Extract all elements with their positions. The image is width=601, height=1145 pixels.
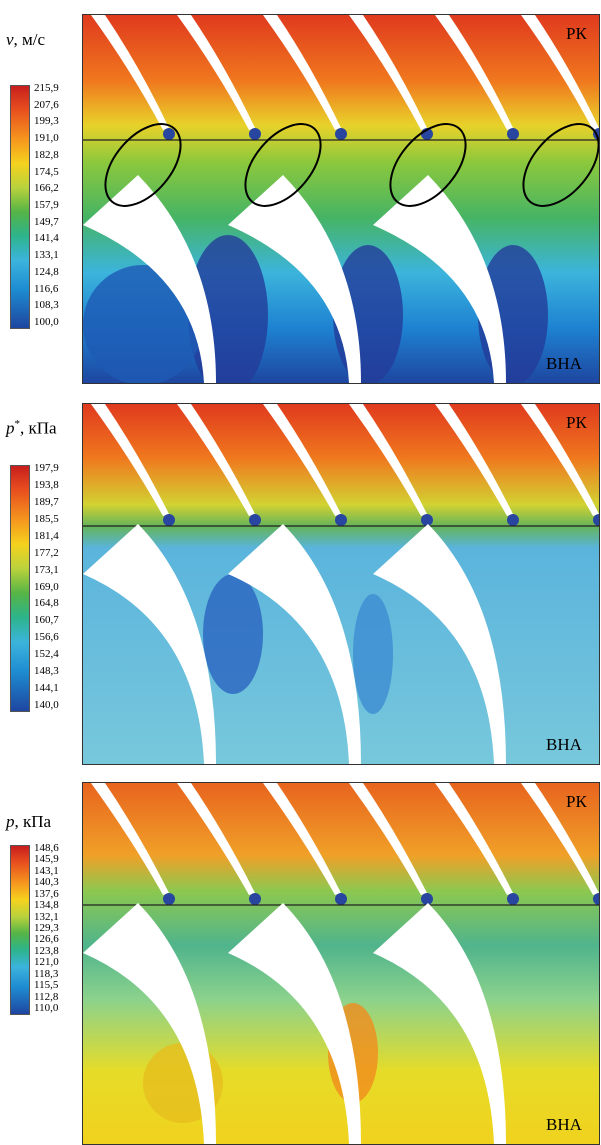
colorbar-label: 166,2: [34, 183, 59, 194]
colorbar-label: 148,3: [34, 666, 59, 677]
wake: [249, 128, 261, 140]
colorbar-label: 112,8: [34, 992, 58, 1003]
contour-field: [82, 403, 600, 765]
wake: [163, 893, 175, 905]
contour-field: [82, 782, 600, 1145]
wake: [249, 893, 261, 905]
colorbar-label: 160,7: [34, 615, 59, 626]
colorbar-label: 144,1: [34, 683, 59, 694]
colorbar-label: 152,4: [34, 649, 59, 660]
colorbar-label: 140,0: [34, 700, 59, 711]
colorbar-label: 143,1: [34, 866, 59, 877]
legend-symbol: v: [6, 30, 14, 49]
colorbar-label: 164,8: [34, 598, 59, 609]
region-label-bottom: ВНА: [546, 354, 582, 374]
wake: [421, 514, 433, 526]
colorbar-label: 156,6: [34, 632, 59, 643]
colorbar-label: 207,6: [34, 100, 59, 111]
colorbar-label: 126,6: [34, 934, 59, 945]
region-label-top: РК: [566, 792, 587, 812]
colorbar-label: 115,5: [34, 980, 58, 991]
wake: [249, 514, 261, 526]
legend-title: p*, кПа: [6, 418, 57, 439]
legend-unit: , кПа: [15, 812, 52, 831]
region-label-top: РК: [566, 413, 587, 433]
region-label-bottom: ВНА: [546, 1115, 582, 1135]
legend-symbol: p: [6, 812, 15, 831]
region-label-top: РК: [566, 24, 587, 44]
colorbar-label: 141,4: [34, 233, 59, 244]
legend-title: v, м/с: [6, 30, 45, 50]
colorbar-label: 134,8: [34, 900, 59, 911]
colorbar-label: 121,0: [34, 957, 59, 968]
colorbar-label: 191,0: [34, 133, 59, 144]
colorbar-label: 199,3: [34, 116, 59, 127]
contour-field: [82, 14, 600, 384]
wake: [507, 893, 519, 905]
colorbar-label: 189,7: [34, 497, 59, 508]
field-blob: [203, 574, 263, 694]
colorbar-label: 140,3: [34, 877, 59, 888]
colorbar-label: 193,8: [34, 480, 59, 491]
wake: [163, 128, 175, 140]
colorbar-label: 148,6: [34, 843, 59, 854]
region-label-bottom: ВНА: [546, 735, 582, 755]
colorbar-label: 108,3: [34, 300, 59, 311]
colorbar-label: 137,6: [34, 889, 59, 900]
colorbar-label: 118,3: [34, 969, 58, 980]
wake: [335, 128, 347, 140]
colorbar-label: 157,9: [34, 200, 59, 211]
colorbar-label: 177,2: [34, 548, 59, 559]
colorbar-label: 116,6: [34, 284, 58, 295]
wake: [335, 514, 347, 526]
colorbar-label: 133,1: [34, 250, 59, 261]
colorbar-label: 173,1: [34, 565, 59, 576]
legend-symbol: p: [6, 419, 15, 438]
wake: [335, 893, 347, 905]
field-blob: [353, 594, 393, 714]
colorbar-label: 181,4: [34, 531, 59, 542]
colorbar-label: 129,3: [34, 923, 59, 934]
legend-unit: , м/с: [14, 30, 46, 49]
colorbar-label: 100,0: [34, 317, 59, 328]
legend-title: p, кПа: [6, 812, 51, 832]
colorbar-label: 185,5: [34, 514, 59, 525]
colorbar-label: 132,1: [34, 912, 59, 923]
legend-unit: , кПа: [20, 419, 57, 438]
colorbar-label: 215,9: [34, 83, 59, 94]
colorbar-label: 149,7: [34, 217, 59, 228]
wake: [163, 514, 175, 526]
colorbar-label: 169,0: [34, 582, 59, 593]
colorbar-label: 124,8: [34, 267, 59, 278]
colorbar-label: 182,8: [34, 150, 59, 161]
colorbar: [10, 845, 30, 1015]
colorbar: [10, 465, 30, 712]
colorbar-label: 174,5: [34, 167, 59, 178]
wake: [421, 893, 433, 905]
wake: [507, 514, 519, 526]
colorbar: [10, 85, 30, 329]
colorbar-label: 110,0: [34, 1003, 58, 1014]
figure: v, м/с 215,9 207,6 199,3 191,0 182,8 174,5 166,…: [0, 0, 601, 1143]
colorbar-label: 123,8: [34, 946, 59, 957]
wake: [507, 128, 519, 140]
colorbar-label: 145,9: [34, 854, 59, 865]
colorbar-label: 197,9: [34, 463, 59, 474]
